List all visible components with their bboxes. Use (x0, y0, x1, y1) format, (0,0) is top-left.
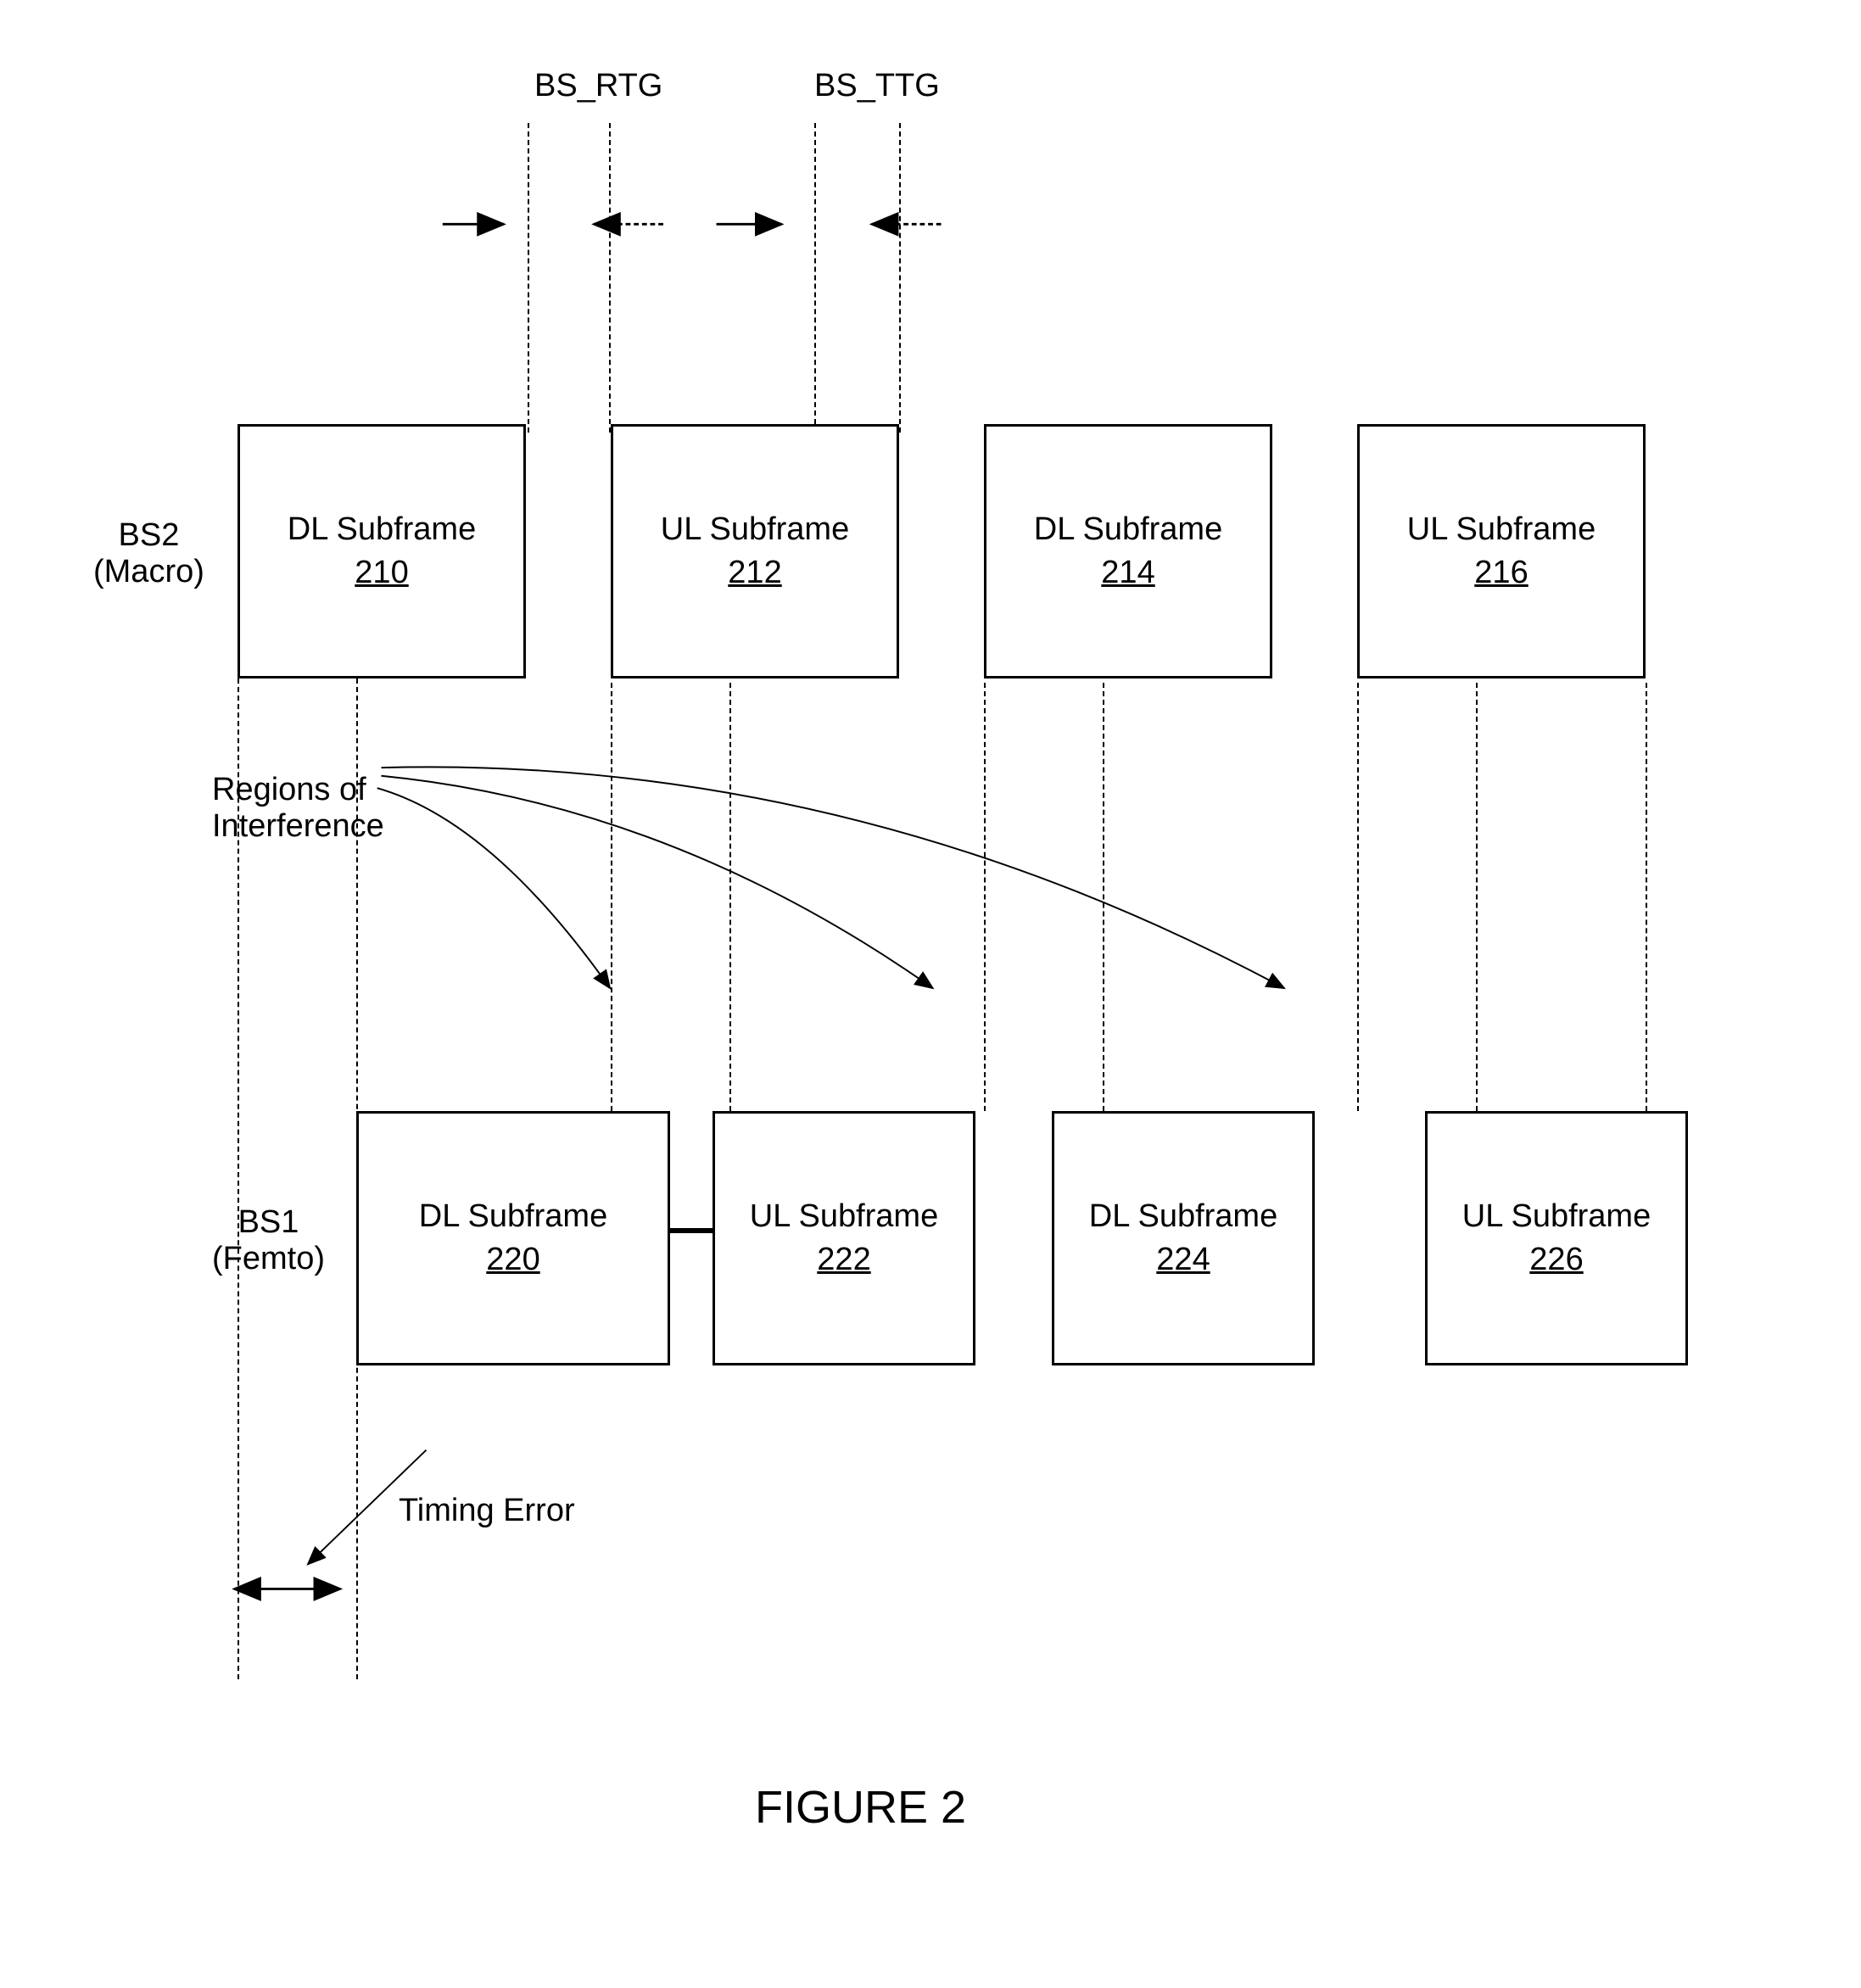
femto-box-224: DL Subframe 224 (1052, 1111, 1315, 1365)
figure-title: FIGURE 2 (755, 1781, 966, 1834)
arrows-overlay (34, 34, 1827, 1954)
subframe-number: 220 (486, 1242, 539, 1278)
bs2-text: BS2 (93, 517, 204, 554)
macro-dash-5 (1357, 683, 1359, 1111)
rtg-dash-left (528, 123, 529, 433)
macro-dash-4 (1103, 683, 1104, 1111)
subframe-title: DL Subframe (1089, 1198, 1277, 1235)
macro-dash-7 (1646, 683, 1647, 1111)
diagram-container: BS_RTG BS_TTG BS2 (Macro) DL Subframe 21… (34, 34, 1827, 1954)
subframe-number: 222 (817, 1242, 870, 1278)
rtg-dash-right (609, 123, 611, 433)
subframe-number: 214 (1101, 555, 1154, 591)
bs1-label: BS1 (Femto) (212, 1204, 325, 1277)
femto-text: (Femto) (212, 1241, 325, 1277)
interference-text: Interference (212, 808, 384, 845)
macro-text: (Macro) (93, 554, 204, 590)
macro-dash-3 (984, 683, 986, 1111)
femto-box-226: UL Subframe 226 (1425, 1111, 1688, 1365)
subframe-number: 216 (1474, 555, 1528, 591)
ttg-dash-left (814, 123, 816, 433)
subframe-number: 226 (1529, 1242, 1583, 1278)
subframe-title: UL Subframe (1407, 511, 1596, 548)
bs-ttg-label: BS_TTG (814, 68, 940, 104)
macro-box-216: UL Subframe 216 (1357, 424, 1646, 678)
macro-box-214: DL Subframe 214 (984, 424, 1272, 678)
subframe-title: DL Subframe (288, 511, 476, 548)
subframe-number: 210 (355, 555, 408, 591)
femto-box-222: UL Subframe 222 (713, 1111, 975, 1365)
subframe-title: UL Subframe (750, 1198, 938, 1235)
macro-dash-2 (729, 683, 731, 1111)
ttg-dash-right (899, 123, 901, 433)
regions-text: Regions of (212, 772, 384, 808)
bs-rtg-label: BS_RTG (534, 68, 662, 104)
subframe-title: DL Subframe (1034, 511, 1222, 548)
subframe-title: UL Subframe (1462, 1198, 1651, 1235)
subframe-title: DL Subframe (419, 1198, 607, 1235)
subframe-title: UL Subframe (661, 511, 849, 548)
femto-connector (670, 1228, 713, 1233)
macro-dash-1 (611, 683, 612, 1111)
interference-label: Regions of Interference (212, 772, 384, 845)
bs2-label: BS2 (Macro) (93, 517, 204, 590)
macro-dash-6 (1476, 683, 1478, 1111)
macro-box-210: DL Subframe 210 (238, 424, 526, 678)
timing-error-label: Timing Error (399, 1493, 575, 1529)
subframe-number: 212 (728, 555, 781, 591)
macro-box-212: UL Subframe 212 (611, 424, 899, 678)
subframe-number: 224 (1156, 1242, 1210, 1278)
femto-box-220: DL Subframe 220 (356, 1111, 670, 1365)
bs1-text: BS1 (212, 1204, 325, 1241)
